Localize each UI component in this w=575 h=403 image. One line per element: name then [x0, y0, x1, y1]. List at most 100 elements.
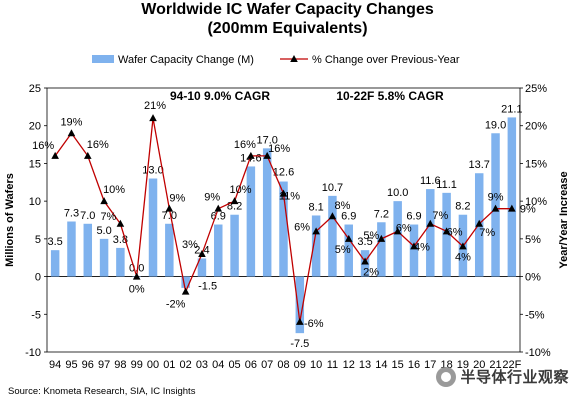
- percent-marker: [361, 257, 369, 265]
- percent-marker: [508, 204, 516, 212]
- y2-tick-label: -10%: [525, 347, 551, 359]
- percent-marker: [149, 114, 157, 122]
- y2-tick-label: 15%: [525, 158, 547, 170]
- bar: [442, 192, 451, 277]
- percent-marker: [296, 317, 304, 325]
- bar-value-label: 3.5: [48, 236, 63, 248]
- y-tick-label: 20: [29, 121, 41, 133]
- percent-value-label: 4%: [455, 251, 471, 263]
- percent-value-label: 9%: [169, 193, 185, 205]
- bar-value-label: 11.1: [436, 179, 457, 191]
- percent-marker: [116, 219, 125, 227]
- percent-value-label: 5%: [363, 230, 379, 242]
- y-tick-label: 0: [35, 272, 41, 284]
- percent-marker: [230, 197, 239, 205]
- bar: [197, 258, 207, 277]
- x-tick-label: 95: [65, 359, 77, 371]
- percent-marker: [165, 204, 174, 212]
- percent-value-label: 9%: [520, 204, 536, 216]
- percent-value-label: 16%: [268, 143, 290, 155]
- percent-marker: [328, 212, 337, 220]
- bar-value-label: 7.0: [80, 210, 95, 222]
- bar-value-label: -1.5: [198, 281, 217, 293]
- watermark-text: 半导体行业观察: [460, 369, 569, 386]
- y2-tick-label: 20%: [525, 121, 547, 133]
- x-tick-label: 94: [49, 359, 61, 371]
- percent-marker: [410, 242, 418, 250]
- percent-marker: [181, 287, 190, 295]
- percent-value-label: 10%: [230, 184, 252, 196]
- y2-tick-label: 5%: [525, 234, 541, 246]
- percent-value-label: 4%: [414, 241, 430, 253]
- x-tick-label: 97: [98, 359, 110, 371]
- x-tick-label: 16: [408, 359, 420, 371]
- percent-value-label: 10%: [103, 184, 125, 196]
- cagr-annotation-1: 94-10 9.0% CAGR: [170, 89, 270, 103]
- percent-value-label: 6%: [294, 221, 310, 233]
- percent-value-label: 16%: [234, 139, 256, 151]
- percent-value-label: -2%: [166, 299, 186, 311]
- y-tick-label: 10: [29, 196, 41, 208]
- percent-value-label: 9%: [488, 192, 504, 204]
- percent-marker: [247, 151, 255, 159]
- percent-value-label: 7%: [479, 227, 495, 239]
- legend-marker-swatch: [290, 55, 298, 62]
- bar: [295, 276, 305, 334]
- x-tick-label: 21: [489, 359, 501, 371]
- bar-value-label: 8.1: [308, 201, 323, 213]
- bar: [328, 195, 337, 277]
- x-tick-label: 96: [82, 359, 94, 371]
- bar-value-label: 7.3: [64, 208, 79, 220]
- bar-value-label: 7.0: [162, 210, 177, 222]
- bar: [99, 238, 109, 277]
- bar-value-label: 6.9: [341, 211, 356, 223]
- bar: [279, 181, 288, 277]
- y2-tick-label: -5%: [525, 309, 545, 321]
- bar: [230, 214, 239, 277]
- percent-marker: [214, 204, 223, 212]
- percent-value-label: 19%: [60, 116, 82, 128]
- percent-marker: [263, 151, 271, 159]
- percent-marker: [377, 234, 386, 242]
- legend-bar-label: Wafer Capacity Change (M): [118, 54, 254, 66]
- legend-bar-swatch: [92, 55, 114, 63]
- percent-marker: [83, 151, 92, 159]
- percent-marker: [312, 227, 320, 235]
- percent-marker: [198, 249, 206, 257]
- x-tick-label: 19: [457, 359, 469, 371]
- x-tick-label: 02: [180, 359, 192, 371]
- bar-value-label: 17.0: [256, 134, 277, 146]
- bar: [507, 117, 517, 277]
- chart-subtitle: (200mm Equivalents): [207, 20, 368, 37]
- bar: [148, 178, 158, 277]
- y-tick-label: 15: [29, 158, 41, 170]
- y2-tick-label: 0%: [525, 272, 541, 284]
- bar-value-label: 13.0: [142, 165, 163, 177]
- x-tick-label: 98: [114, 359, 126, 371]
- percent-value-label: 7%: [100, 211, 116, 223]
- bar: [262, 148, 272, 277]
- bar-value-label: 11.6: [420, 175, 441, 187]
- watermark-logo-icon: [436, 366, 457, 387]
- percent-value-label: 2%: [363, 266, 379, 278]
- percent-value-label: 5%: [335, 244, 351, 256]
- percent-value-label: 16%: [32, 140, 54, 152]
- bar-value-label: 10.0: [387, 187, 408, 199]
- x-tick-label: 01: [163, 359, 175, 371]
- bar: [344, 224, 353, 277]
- x-tick-label: 06: [245, 359, 257, 371]
- x-tick-label: 13: [359, 359, 371, 371]
- x-tick-label: 07: [261, 359, 273, 371]
- percent-marker: [344, 234, 353, 242]
- x-tick-label: 11: [327, 359, 338, 371]
- bar: [165, 223, 174, 277]
- bar: [393, 201, 402, 277]
- y-tick-label: 5: [35, 234, 41, 246]
- bar: [116, 247, 125, 277]
- source-note: Source: Knometa Research, SIA, IC Insigh…: [8, 386, 196, 397]
- bar: [377, 222, 386, 277]
- bar-value-label: 19.0: [485, 119, 506, 131]
- y-tick-label: -5: [31, 309, 41, 321]
- bar-value-label: 10.7: [322, 182, 343, 194]
